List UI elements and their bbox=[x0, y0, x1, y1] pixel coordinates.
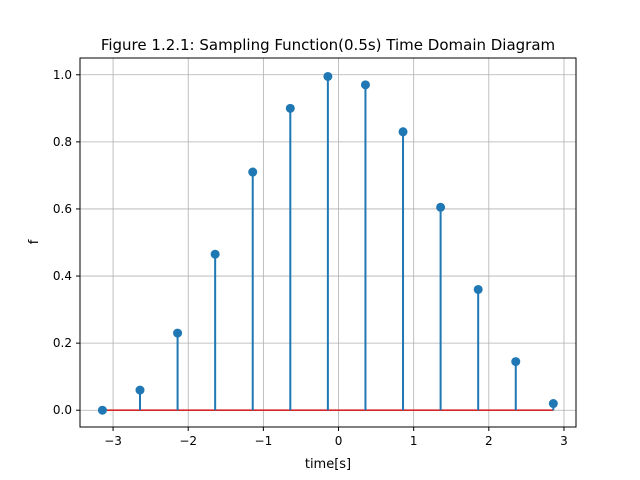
markers bbox=[97, 71, 558, 415]
x-ticks: −3 −2 −1 0 1 2 3 bbox=[104, 427, 568, 448]
x-tick-label: −1 bbox=[255, 434, 273, 448]
y-tick-label: 0.8 bbox=[53, 135, 72, 149]
x-tick-label: −3 bbox=[104, 434, 122, 448]
stem-marker bbox=[473, 284, 483, 294]
stem-marker bbox=[210, 249, 220, 259]
y-tick-label: 1.0 bbox=[53, 68, 72, 82]
stem-marker bbox=[248, 167, 258, 177]
x-tick-label: −2 bbox=[179, 434, 197, 448]
y-tick-label: 0.4 bbox=[53, 269, 72, 283]
y-ticks: 0.0 0.2 0.4 0.6 0.8 1.0 bbox=[53, 68, 80, 417]
stem-marker bbox=[173, 328, 183, 338]
stem-marker bbox=[323, 71, 333, 81]
x-axis-label: time[s] bbox=[305, 457, 351, 472]
stem-marker bbox=[135, 385, 145, 395]
stem-marker bbox=[511, 357, 521, 367]
stem-marker bbox=[360, 80, 370, 90]
stem-marker bbox=[285, 103, 295, 113]
stem-marker bbox=[436, 202, 446, 212]
y-axis-label: f bbox=[27, 239, 42, 244]
x-tick-label: 3 bbox=[560, 434, 568, 448]
stem-marker bbox=[398, 127, 408, 137]
x-tick-label: 1 bbox=[410, 434, 418, 448]
x-tick-label: 2 bbox=[485, 434, 493, 448]
axes-frame bbox=[79, 57, 577, 428]
chart-title: Figure 1.2.1: Sampling Function(0.5s) Ti… bbox=[101, 36, 555, 54]
y-tick-label: 0.0 bbox=[53, 403, 72, 417]
y-tick-label: 0.6 bbox=[53, 202, 72, 216]
y-tick-label: 0.2 bbox=[53, 336, 72, 350]
x-tick-label: 0 bbox=[335, 434, 343, 448]
stems bbox=[139, 76, 555, 411]
stem-marker bbox=[97, 405, 107, 415]
stem-marker bbox=[548, 399, 558, 409]
